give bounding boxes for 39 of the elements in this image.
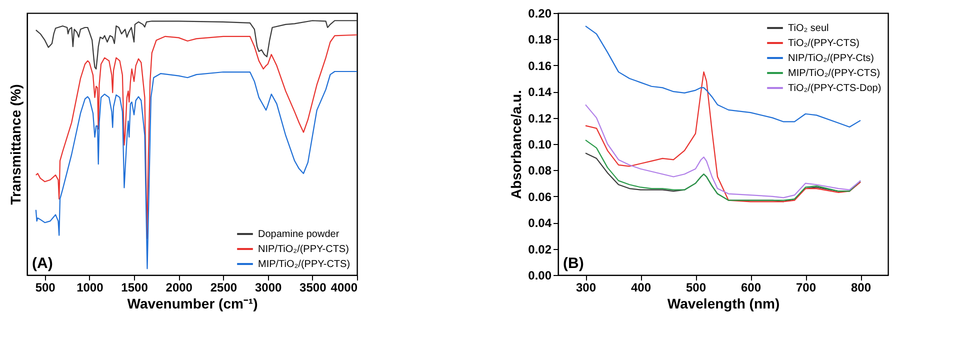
legend-label: MIP/TiO₂/(PPY-CTS) bbox=[788, 68, 880, 79]
x-tick-label: 800 bbox=[850, 280, 872, 294]
x-tick-label: 500 bbox=[686, 280, 706, 294]
x-tick-label: 500 bbox=[35, 280, 56, 294]
x-tick-label: 4000 bbox=[330, 280, 358, 294]
x-tick-label: 600 bbox=[740, 280, 762, 294]
legend-label: MIP/TiO₂/(PPY-CTS) bbox=[258, 259, 350, 270]
legend-label: Dopamine powder bbox=[258, 229, 340, 240]
legend-label: TiO₂ seul bbox=[788, 23, 829, 34]
x-tick-label: 700 bbox=[796, 280, 816, 294]
y-tick-label: 0.14 bbox=[528, 85, 552, 100]
x-tick-label: 3000 bbox=[254, 280, 282, 294]
legend-label: TiO₂/(PPY-CTS) bbox=[788, 38, 860, 49]
y-axis-title: Transmittance (%) bbox=[8, 84, 24, 205]
legend-label: TiO₂/(PPY-CTS-Dop) bbox=[788, 83, 882, 94]
y-tick-label: 0.16 bbox=[528, 58, 552, 73]
y-tick-label: 0.10 bbox=[528, 138, 552, 152]
y-tick-label: 0.02 bbox=[528, 242, 552, 256]
x-tick-label: 1000 bbox=[76, 280, 104, 294]
annotation: (A) bbox=[32, 255, 53, 272]
x-tick-label: 300 bbox=[576, 280, 596, 294]
y-tick-label: 0.12 bbox=[528, 111, 552, 126]
legend-label: NIP/TiO₂/(PPY-Cts) bbox=[788, 53, 874, 64]
x-tick-label: 2000 bbox=[166, 280, 193, 294]
y-axis-title: Absorbance/a.u. bbox=[508, 90, 524, 199]
x-tick-label: 3500 bbox=[300, 280, 327, 294]
y-tick-label: 0.00 bbox=[528, 268, 552, 282]
y-tick-label: 0.08 bbox=[528, 164, 552, 178]
legend-label: NIP/TiO₂/(PPY-CTS) bbox=[258, 244, 349, 255]
annotation: (B) bbox=[563, 255, 584, 272]
y-tick-label: 0.18 bbox=[528, 32, 552, 47]
y-tick-label: 0.20 bbox=[528, 6, 552, 20]
x-tick-label: 400 bbox=[630, 280, 652, 294]
x-axis-title: Wavelength (nm) bbox=[667, 296, 780, 312]
x-tick-label: 2500 bbox=[210, 280, 238, 294]
y-tick-label: 0.04 bbox=[528, 216, 552, 230]
y-tick-label: 0.06 bbox=[528, 190, 552, 204]
x-axis-title: Wavenumber (cm⁻¹) bbox=[127, 296, 258, 312]
x-tick-label: 1500 bbox=[121, 280, 148, 294]
